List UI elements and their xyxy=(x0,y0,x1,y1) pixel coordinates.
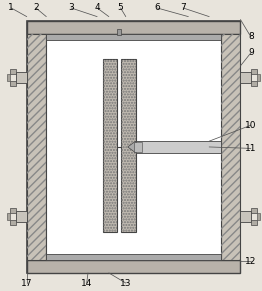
Bar xyxy=(117,29,121,36)
Bar xyxy=(103,58,117,233)
Bar xyxy=(251,220,257,225)
Text: 17: 17 xyxy=(21,278,32,288)
Bar xyxy=(134,142,142,152)
Text: 11: 11 xyxy=(245,144,257,153)
Bar xyxy=(27,21,241,34)
Bar xyxy=(257,213,260,220)
Bar xyxy=(251,69,257,74)
Text: 13: 13 xyxy=(120,278,132,288)
Bar xyxy=(10,69,16,74)
Bar xyxy=(27,260,241,273)
Text: 3: 3 xyxy=(68,3,74,13)
Bar xyxy=(27,21,241,273)
Bar xyxy=(121,58,135,233)
Text: 1: 1 xyxy=(8,3,14,13)
Bar xyxy=(10,208,16,213)
Bar xyxy=(135,141,221,153)
Text: 12: 12 xyxy=(245,257,256,266)
Bar xyxy=(251,208,257,213)
Text: 14: 14 xyxy=(81,278,92,288)
Bar xyxy=(10,220,16,225)
Bar xyxy=(7,213,10,220)
Text: 9: 9 xyxy=(248,48,254,57)
Bar xyxy=(46,253,221,260)
Bar xyxy=(103,58,117,233)
Bar xyxy=(7,74,10,81)
Bar xyxy=(257,74,260,81)
Bar xyxy=(16,211,27,222)
Bar xyxy=(10,81,16,86)
Bar xyxy=(27,34,46,260)
Text: 10: 10 xyxy=(245,121,257,130)
Bar xyxy=(16,72,27,83)
Text: 7: 7 xyxy=(180,3,186,13)
Bar xyxy=(241,211,251,222)
Text: 2: 2 xyxy=(33,3,39,13)
Text: 4: 4 xyxy=(94,3,100,13)
Bar xyxy=(241,72,251,83)
Bar xyxy=(121,58,135,233)
Bar xyxy=(221,34,241,260)
Polygon shape xyxy=(128,141,135,153)
Text: 8: 8 xyxy=(248,32,254,41)
Bar xyxy=(27,34,46,260)
Bar xyxy=(251,81,257,86)
Text: 6: 6 xyxy=(154,3,160,13)
Bar xyxy=(46,34,221,260)
Bar xyxy=(46,34,221,40)
Text: 5: 5 xyxy=(118,3,123,13)
Bar xyxy=(221,34,241,260)
